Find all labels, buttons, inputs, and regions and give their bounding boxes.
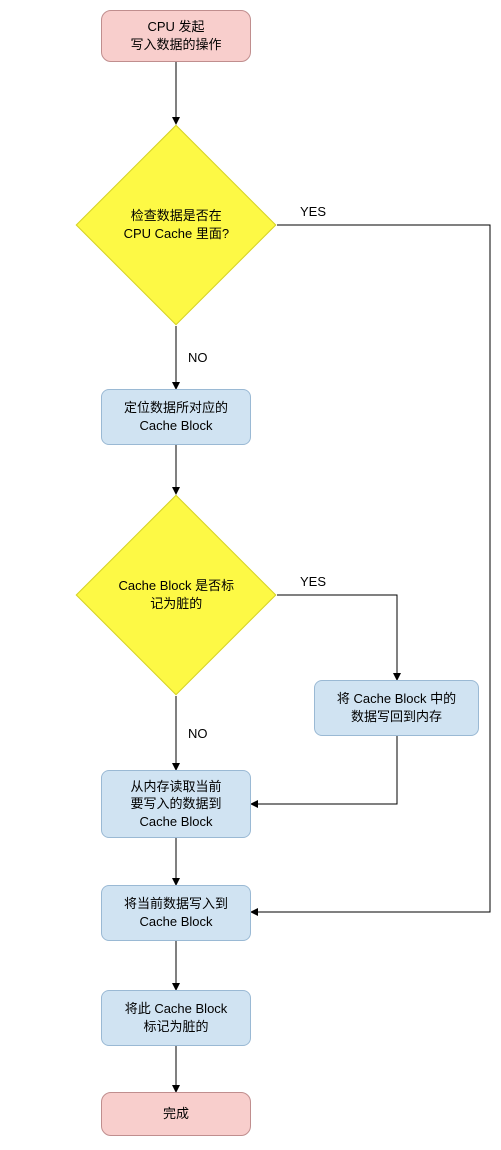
process-writeback: 将 Cache Block 中的 数据写回到内存 xyxy=(314,680,479,736)
decision-cache-check: 检查数据是否在 CPU Cache 里面? xyxy=(76,125,277,326)
p4-line1: 将当前数据写入到 xyxy=(124,895,228,913)
decision-cache-check-label: 检查数据是否在 CPU Cache 里面? xyxy=(106,207,246,242)
process-locate-block: 定位数据所对应的 Cache Block xyxy=(101,389,251,445)
process-read-mem: 从内存读取当前 要写入的数据到 Cache Block xyxy=(101,770,251,838)
process-write-block: 将当前数据写入到 Cache Block xyxy=(101,885,251,941)
edge-label-yes-2: YES xyxy=(300,204,326,219)
start-line1: CPU 发起 xyxy=(130,18,221,36)
p5-line2: 标记为脏的 xyxy=(125,1018,228,1036)
start-terminal: CPU 发起 写入数据的操作 xyxy=(101,10,251,62)
end-label: 完成 xyxy=(163,1105,189,1123)
decision-dirty-check: Cache Block 是否标 记为脏的 xyxy=(76,495,277,696)
edge-6 xyxy=(251,736,397,804)
p2-line1: 将 Cache Block 中的 xyxy=(337,690,456,708)
p1-line1: 定位数据所对应的 xyxy=(124,399,228,417)
end-terminal: 完成 xyxy=(101,1092,251,1136)
d2-line1: Cache Block 是否标 xyxy=(118,577,234,595)
edge-5 xyxy=(277,595,397,680)
p2-line2: 数据写回到内存 xyxy=(337,708,456,726)
p5-line1: 将此 Cache Block xyxy=(125,1000,228,1018)
d2-line2: 记为脏的 xyxy=(118,595,234,613)
edge-label-no-1: NO xyxy=(188,350,208,365)
d1-line2: CPU Cache 里面? xyxy=(123,225,228,243)
edge-2 xyxy=(251,225,490,912)
p3-line1: 从内存读取当前 xyxy=(130,778,221,796)
p3-line2: 要写入的数据到 xyxy=(130,795,221,813)
process-mark-dirty: 将此 Cache Block 标记为脏的 xyxy=(101,990,251,1046)
edge-label-yes-5: YES xyxy=(300,574,326,589)
start-line2: 写入数据的操作 xyxy=(130,36,221,54)
decision-dirty-check-label: Cache Block 是否标 记为脏的 xyxy=(106,577,246,612)
p1-line2: Cache Block xyxy=(124,417,228,435)
start-label: CPU 发起 写入数据的操作 xyxy=(130,18,221,53)
p4-line2: Cache Block xyxy=(124,913,228,931)
edge-label-no-4: NO xyxy=(188,726,208,741)
d1-line1: 检查数据是否在 xyxy=(123,207,228,225)
p3-line3: Cache Block xyxy=(130,813,221,831)
